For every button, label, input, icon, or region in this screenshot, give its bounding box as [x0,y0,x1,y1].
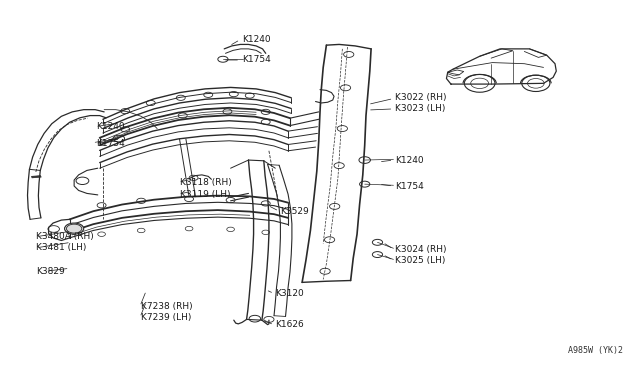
Text: K3022 (RH): K3022 (RH) [396,93,447,102]
Text: K1240: K1240 [396,155,424,164]
Text: K1754: K1754 [396,182,424,190]
Text: K1754: K1754 [97,139,125,148]
Text: K3118 (RH): K3118 (RH) [179,178,231,187]
Text: K3480A (RH): K3480A (RH) [36,231,93,241]
Text: K3481 (LH): K3481 (LH) [36,243,86,251]
Text: K1626: K1626 [275,321,304,330]
Text: K3120: K3120 [275,289,304,298]
Text: K1240: K1240 [97,122,125,131]
Text: K7239 (LH): K7239 (LH) [141,313,191,322]
Text: K3529: K3529 [280,207,309,216]
Text: K3025 (LH): K3025 (LH) [396,256,445,264]
Text: K3024 (RH): K3024 (RH) [396,244,447,253]
Text: K1754: K1754 [242,55,271,64]
Text: A985W (YK)2: A985W (YK)2 [568,346,623,355]
Text: K3119 (LH): K3119 (LH) [179,190,230,199]
Circle shape [65,223,84,234]
Text: K1240: K1240 [242,35,271,44]
Text: K3829: K3829 [36,267,65,276]
Text: K7238 (RH): K7238 (RH) [141,302,193,311]
Text: K3023 (LH): K3023 (LH) [396,104,445,113]
